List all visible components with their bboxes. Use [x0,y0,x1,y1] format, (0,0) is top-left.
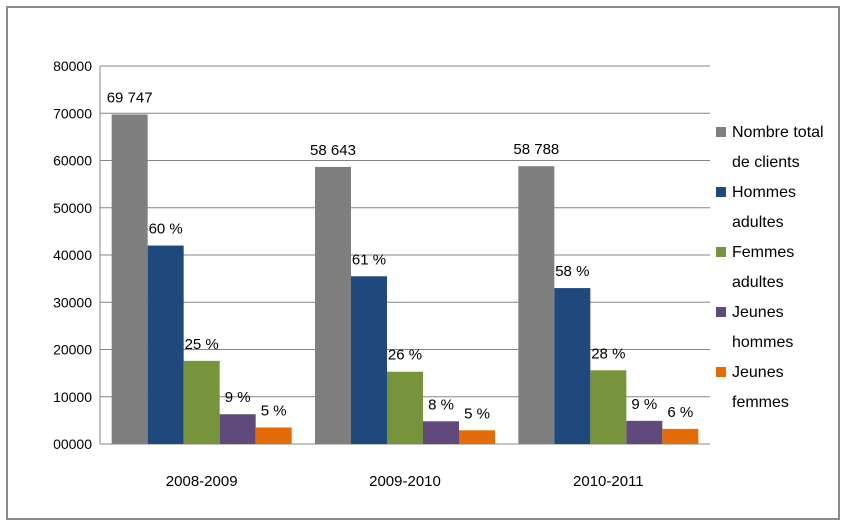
bar [351,276,387,444]
bar [518,166,555,445]
bar [147,245,184,444]
legend-swatch [716,187,726,197]
x-tick-label: 2009-2010 [369,473,441,490]
data-label: 26 % [388,347,422,364]
bar [423,421,459,444]
bar [554,288,591,444]
data-label: 60 % [149,221,183,238]
bar [111,114,148,444]
x-tick-label: 2010-2011 [573,473,644,490]
legend-swatch [716,247,726,257]
y-tick-label: 30000 [53,294,92,310]
data-label: 58 643 [310,142,356,159]
legend-label: adultes [732,214,784,231]
y-tick-label: 00000 [53,436,92,452]
legend-label: hommes [732,334,793,351]
data-label: 6 % [667,404,693,421]
legend-swatch [716,127,726,137]
x-tick-label: 2008-2009 [166,473,238,490]
legend-label: adultes [732,274,784,291]
data-label: 61 % [352,251,386,268]
bar [255,427,292,444]
legend-label: Femmes [732,244,794,261]
data-label: 5 % [261,402,287,419]
bar [626,420,663,444]
bar [219,414,256,444]
data-label: 58 % [555,263,589,280]
y-tick-label: 50000 [53,200,92,216]
y-tick-label: 80000 [53,58,92,74]
data-label: 9 % [225,389,251,406]
data-label: 9 % [631,396,657,413]
data-label: 58 788 [513,141,559,158]
bar [387,371,423,444]
data-label: 69 747 [107,89,153,106]
legend-label: de clients [732,154,800,171]
y-tick-label: 20000 [53,342,92,358]
data-label: 25 % [185,336,219,353]
legend-swatch [716,367,726,377]
bar [315,166,351,445]
y-tick-label: 70000 [53,105,92,121]
y-tick-label: 40000 [53,247,92,263]
bar [662,428,699,444]
legend-label: Hommes [732,184,796,201]
bar [459,430,495,444]
legend-label: Nombre total [732,124,824,141]
bar [590,370,627,444]
legend-label: femmes [732,394,789,411]
bar [183,360,220,444]
y-tick-label: 10000 [53,389,92,405]
y-tick-label: 60000 [53,153,92,169]
data-label: 28 % [591,345,625,362]
legend-swatch [716,307,726,317]
legend-label: Jeunes [732,364,784,381]
data-label: 8 % [428,396,454,413]
legend-label: Jeunes [732,304,784,321]
data-label: 5 % [464,405,490,422]
